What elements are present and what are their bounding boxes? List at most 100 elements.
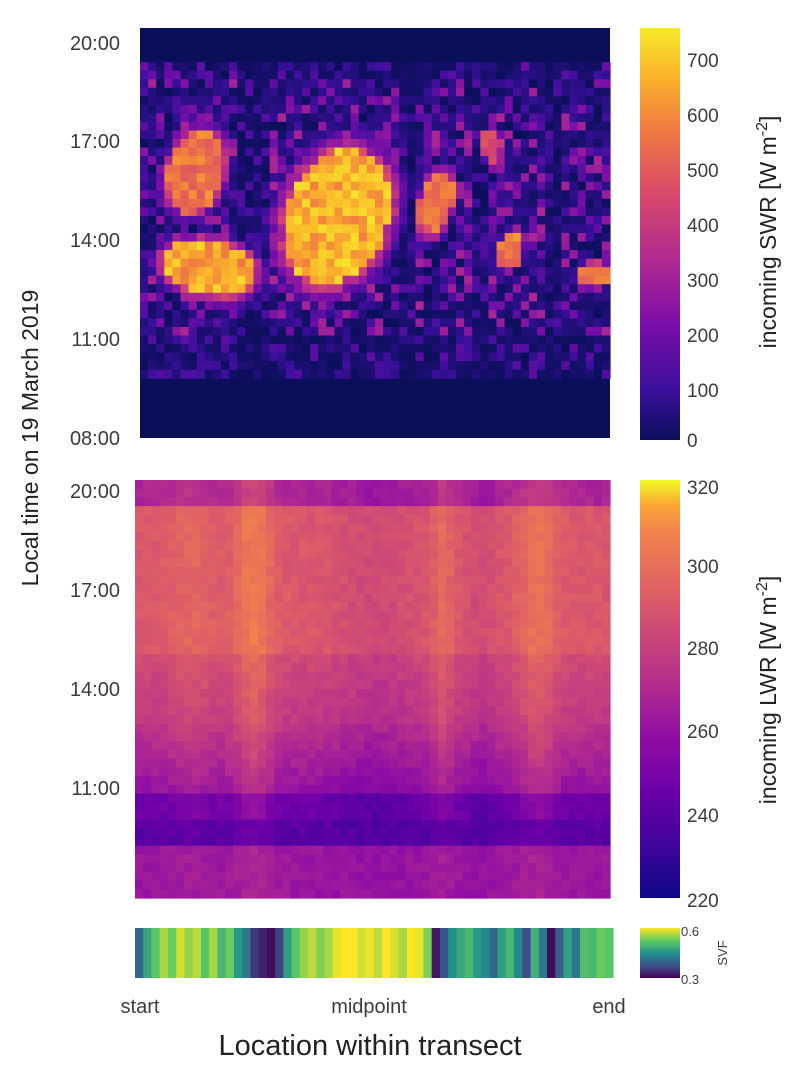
lwr-cell	[364, 819, 374, 829]
lwr-cell	[380, 723, 390, 734]
lwr-cell	[192, 889, 202, 899]
svf-cell	[217, 928, 227, 978]
swr-cell	[164, 156, 174, 166]
swr-cell	[561, 224, 571, 234]
lwr-cell	[560, 732, 570, 742]
lwr-cell	[528, 715, 537, 725]
lwr-cell	[397, 575, 406, 586]
swr-cell	[601, 147, 611, 157]
lwr-cell	[323, 793, 333, 803]
swr-cell	[148, 139, 157, 149]
swr-cell	[148, 215, 157, 226]
lwr-cell	[167, 567, 177, 577]
lwr-cell	[487, 549, 496, 559]
swr-cell	[212, 96, 222, 106]
swr-cell	[156, 181, 165, 191]
swr-cell	[496, 121, 506, 132]
swr-cell	[229, 130, 238, 140]
lwr-cell	[339, 662, 349, 673]
lwr-cell	[438, 784, 447, 795]
swr-cell	[528, 96, 538, 106]
lwr-cell	[397, 741, 406, 751]
lwr-cell	[487, 628, 496, 638]
lwr-cell	[462, 793, 472, 803]
swr-cell	[204, 198, 214, 208]
lwr-cell	[462, 715, 472, 725]
lwr-cell	[438, 584, 447, 594]
lwr-cell	[503, 871, 513, 882]
lwr-cell	[429, 532, 439, 542]
lwr-cell	[184, 480, 193, 490]
lwr-cell	[446, 488, 455, 499]
lwr-cell	[143, 575, 152, 586]
lwr-cell	[388, 506, 398, 516]
swr-cell	[358, 62, 368, 72]
lwr-cell	[241, 793, 251, 803]
lwr-cell	[478, 845, 488, 856]
swr-cell	[601, 198, 611, 208]
lwr-cell	[347, 540, 357, 551]
lwr-cell	[503, 706, 513, 716]
lwr-cell	[159, 732, 169, 742]
lwr-cell	[167, 645, 177, 655]
swr-cell	[302, 181, 311, 191]
swr-cell	[464, 361, 473, 371]
swr-cell	[245, 130, 255, 140]
lwr-cell	[266, 680, 275, 690]
lwr-cell	[487, 601, 496, 612]
lwr-cell	[397, 784, 406, 795]
swr-cell	[285, 147, 295, 157]
swr-colorbar: 0 100 200 300 400 500 600 700 incoming S…	[640, 28, 781, 452]
lwr-cell	[135, 706, 144, 716]
swr-cell	[601, 233, 611, 243]
lwr-cell	[511, 802, 521, 812]
swr-cell	[229, 233, 238, 243]
swr-cell	[545, 215, 554, 226]
lwr-cell	[569, 802, 578, 812]
lwr-cell	[175, 845, 185, 856]
swr-cell	[423, 352, 433, 362]
lwr-cell	[339, 654, 349, 664]
swr-cell	[577, 70, 587, 80]
lwr-cell	[208, 784, 218, 795]
lwr-cell	[331, 837, 341, 847]
lwr-cell	[495, 758, 505, 768]
lwr-cell	[249, 497, 259, 507]
swr-cell	[512, 335, 522, 345]
lwr-cell	[405, 715, 415, 725]
swr-cell	[585, 335, 595, 345]
swr-cell	[520, 181, 530, 191]
lwr-cell	[298, 732, 308, 742]
lwr-cell	[454, 689, 464, 699]
lwr-cell	[552, 610, 562, 620]
lwr-cell	[577, 767, 587, 777]
lwr-cell	[225, 680, 234, 690]
swr-cell	[593, 130, 603, 140]
lwr-cell	[282, 645, 292, 655]
swr-cell	[302, 250, 311, 260]
lwr-cell	[257, 540, 267, 551]
swr-cell	[480, 181, 490, 191]
swr-cell	[488, 181, 498, 191]
lwr-cell	[282, 793, 292, 803]
swr-cell	[156, 87, 165, 97]
y-axis-label: Local time on 19 March 2019	[17, 290, 43, 587]
swr-cell	[528, 224, 538, 234]
swr-cell	[472, 79, 481, 89]
lwr-cell	[192, 645, 202, 655]
swr-cell	[188, 250, 198, 260]
lwr-cell	[438, 732, 447, 742]
swr-cell	[423, 250, 433, 260]
swr-cell	[318, 284, 327, 294]
lwr-cell	[347, 715, 357, 725]
lwr-cell	[397, 810, 406, 821]
swr-cell	[553, 121, 562, 132]
swr-cell	[188, 361, 198, 371]
lwr-cell	[266, 854, 275, 864]
swr-cell	[318, 121, 327, 132]
lwr-cell	[323, 732, 333, 742]
swr-cell	[318, 318, 327, 328]
swr-cell	[180, 113, 190, 123]
swr-cell	[204, 267, 214, 277]
swr-cell	[350, 301, 360, 311]
